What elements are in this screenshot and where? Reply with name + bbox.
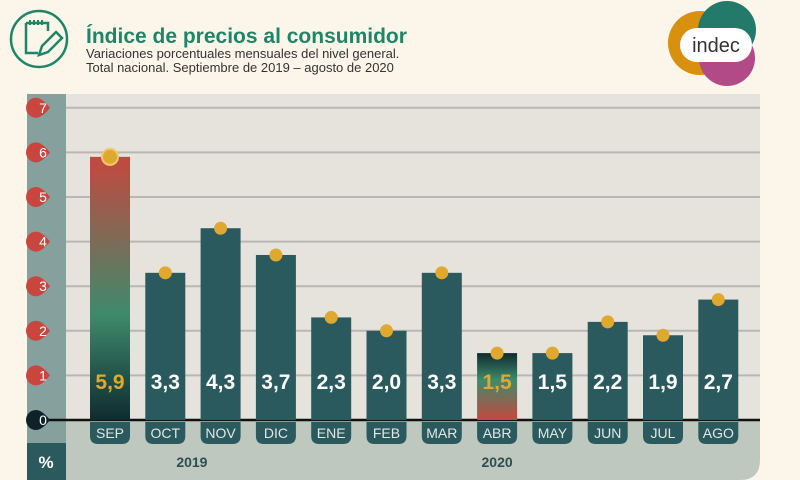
bar-marker-dot — [601, 315, 615, 329]
year-label: 2019 — [176, 454, 207, 470]
data-label: 1,5 — [482, 371, 512, 394]
bar-marker-dot — [380, 324, 393, 338]
bar-marker-dot — [435, 266, 449, 280]
bar-marker-dot — [269, 248, 283, 262]
bar-mar — [421, 272, 462, 420]
bar-nov — [200, 228, 241, 420]
bar-jul — [643, 335, 683, 420]
bar-marker-dot — [101, 147, 119, 166]
y-tick-badge — [26, 365, 50, 386]
y-tick-label: 7 — [39, 100, 47, 116]
bar-oct — [145, 272, 186, 420]
x-tick-label: AGO — [703, 425, 734, 441]
x-tick-label: JUN — [594, 425, 621, 441]
data-label: 1,5 — [538, 371, 568, 394]
x-tick-label: MAY — [538, 425, 568, 441]
svg-text:indec: indec — [692, 35, 740, 57]
x-tick-label: ABR — [483, 425, 512, 441]
x-tick-pill — [255, 422, 296, 444]
data-label: 4,3 — [206, 371, 235, 394]
chart-subtitle-line2: Total nacional. Septiembre de 2019 – ago… — [86, 60, 394, 75]
y-tick-badge — [26, 410, 50, 430]
x-tick-pill — [643, 422, 683, 444]
x-tick-pill — [366, 422, 407, 444]
indec-logo: indec — [668, 1, 756, 86]
data-label: 2,7 — [704, 371, 733, 394]
year-label: 2020 — [482, 454, 513, 470]
data-label: 3,3 — [151, 371, 180, 394]
bar-marker-dot — [545, 346, 559, 360]
x-tick-label: OCT — [151, 425, 181, 441]
x-tick-label: NOV — [205, 425, 236, 441]
bar-marker-dot — [214, 221, 228, 235]
y-tick-badge — [26, 97, 50, 118]
y-tick-label: 4 — [39, 234, 47, 250]
x-tick-pill — [587, 422, 628, 444]
y-tick-badge — [26, 187, 50, 207]
y-tick-label: 1 — [39, 367, 47, 383]
y-tick-label: 0 — [39, 412, 47, 428]
bar-abr — [477, 353, 518, 420]
x-tick-pill — [532, 422, 573, 444]
data-label: 3,3 — [427, 371, 456, 394]
y-tick-label: 2 — [39, 323, 47, 339]
x-tick-label: SEP — [96, 425, 124, 441]
x-tick-pill — [90, 422, 130, 444]
bar-feb — [366, 330, 407, 420]
bar-ago — [698, 299, 739, 420]
bar-marker-dot — [711, 293, 725, 307]
bar-jun — [587, 321, 628, 420]
x-tick-label: DIC — [264, 425, 288, 441]
bar-dic — [255, 254, 296, 420]
y-tick-badge — [26, 276, 50, 297]
data-label: 1,9 — [648, 371, 677, 394]
data-label: 2,3 — [317, 371, 346, 394]
x-tick-label: JUL — [651, 425, 676, 441]
chart-title: Índice de precios al consumidor — [86, 25, 407, 48]
x-tick-label: MAR — [426, 425, 457, 441]
bar-marker-dot — [656, 328, 670, 342]
x-tick-pill — [311, 422, 352, 444]
bar-ene — [311, 317, 352, 420]
y-tick-badge — [26, 231, 50, 252]
data-label: 2,2 — [593, 371, 622, 394]
x-tick-pill — [145, 422, 186, 444]
x-tick-label: ENE — [317, 425, 346, 441]
bar-marker-dot — [158, 266, 172, 280]
data-label: 3,7 — [261, 371, 290, 394]
x-tick-pill — [477, 422, 518, 444]
chart-subtitle-line1: Variaciones porcentuales mensuales del n… — [86, 46, 400, 61]
data-label: 2,0 — [372, 371, 401, 394]
bar-sep — [90, 156, 130, 421]
y-tick-badge — [26, 320, 50, 341]
bar-marker-dot — [490, 346, 504, 360]
notepad-pencil-icon — [9, 9, 69, 69]
y-tick-label: 6 — [39, 144, 47, 160]
y-tick-label: 5 — [39, 189, 47, 205]
bar-may — [532, 353, 573, 420]
data-label: 5,9 — [95, 371, 124, 394]
y-axis-unit: % — [38, 453, 53, 472]
x-tick-pill — [200, 422, 241, 444]
bar-marker-dot — [324, 310, 338, 324]
x-tick-pill — [421, 422, 462, 444]
y-tick-label: 3 — [39, 278, 47, 294]
y-tick-badge — [26, 142, 50, 163]
x-tick-label: FEB — [373, 425, 400, 441]
x-tick-pill — [698, 422, 739, 444]
